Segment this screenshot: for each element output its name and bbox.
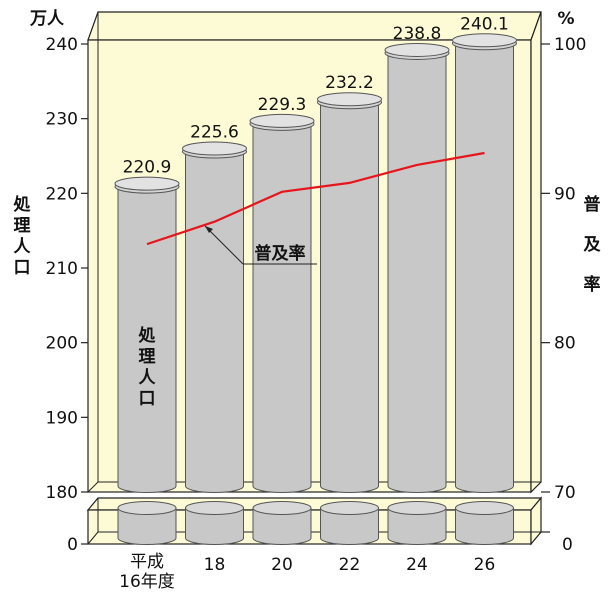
bar-value-label: 225.6 [190,123,239,143]
base-cylinder-top [252,501,312,515]
bar [387,52,447,493]
right-axis-ticks: 70 80 90 100 0 [541,35,586,555]
bar-value-label: 220.9 [123,158,172,178]
right-tick-label: 100 [554,35,586,55]
base-cylinder-top [320,501,379,515]
bar-cap-top [182,141,247,156]
bar-cap-top [384,42,450,57]
left-tick-label: 180 [46,483,78,503]
bar-value-label: 232.2 [325,73,374,93]
right-tick-label: 90 [554,184,576,204]
left-tick-label: 240 [46,35,78,55]
x-axis-ticks: 平成 16年度 18 20 22 24 26 [119,552,495,592]
bar-cap-top [317,92,382,107]
base-cylinder [387,507,447,545]
bar-cap-top [249,113,315,128]
base-cylinder-top [117,501,177,515]
left-tick-label: 220 [46,184,78,204]
bar-cap-top [114,176,180,191]
bar-value-label: 240.1 [460,14,509,34]
left-tick-label: 200 [46,334,78,354]
left-tick-label: 210 [46,259,78,279]
bar-annotation: 処理人口 [138,326,157,409]
base-cylinder [252,507,312,545]
x-tick-label: 24 [406,555,428,575]
rate-line [146,151,485,246]
line-annotation: 普及率 [204,225,317,265]
right-tick-label: 70 [554,483,576,503]
bar [117,186,177,493]
line-annotation-label: 普及率 [255,243,306,264]
base-cylinder [455,507,514,545]
bar [320,101,379,493]
base-cylinder-top [185,501,244,515]
bar-value-label: 229.3 [258,95,307,115]
left-axis-title: 処理人口 [13,195,32,278]
right-axis-unit: % [557,9,574,29]
right-axis-title: 普及率 [584,194,602,295]
x-tick-label: 22 [339,555,361,575]
x-tick-label: 26 [474,555,496,575]
base-cylinder [117,507,177,545]
left-tick-label: 190 [46,408,78,428]
value-labels: 220.9 225.6 229.3 232.2 238.8 240.1 [123,14,509,177]
bar [455,42,514,493]
left-tick-label: 0 [67,535,78,555]
base-cylinder-top [455,501,514,515]
x-tick-label: 20 [271,555,293,575]
bar [252,123,312,493]
right-tick-label: 80 [554,334,576,354]
base-cylinder-top [387,501,447,515]
x-tick-label: 18 [204,555,226,575]
bar [185,151,244,493]
right-tick-label: 0 [562,535,573,555]
left-axis-ticks: 180 190 200 210 220 230 240 0 [46,35,88,555]
base-cylinder [320,507,379,545]
bar-cap-top [452,33,517,48]
base-cylinder [185,507,244,545]
rate-line-layer [146,151,485,246]
bar-value-label: 238.8 [393,24,442,44]
left-tick-label: 230 [46,110,78,130]
x-tick-label: 平成 16年度 [119,552,175,592]
base-cylinders [117,501,514,545]
left-axis-unit: 万人 [29,9,65,29]
